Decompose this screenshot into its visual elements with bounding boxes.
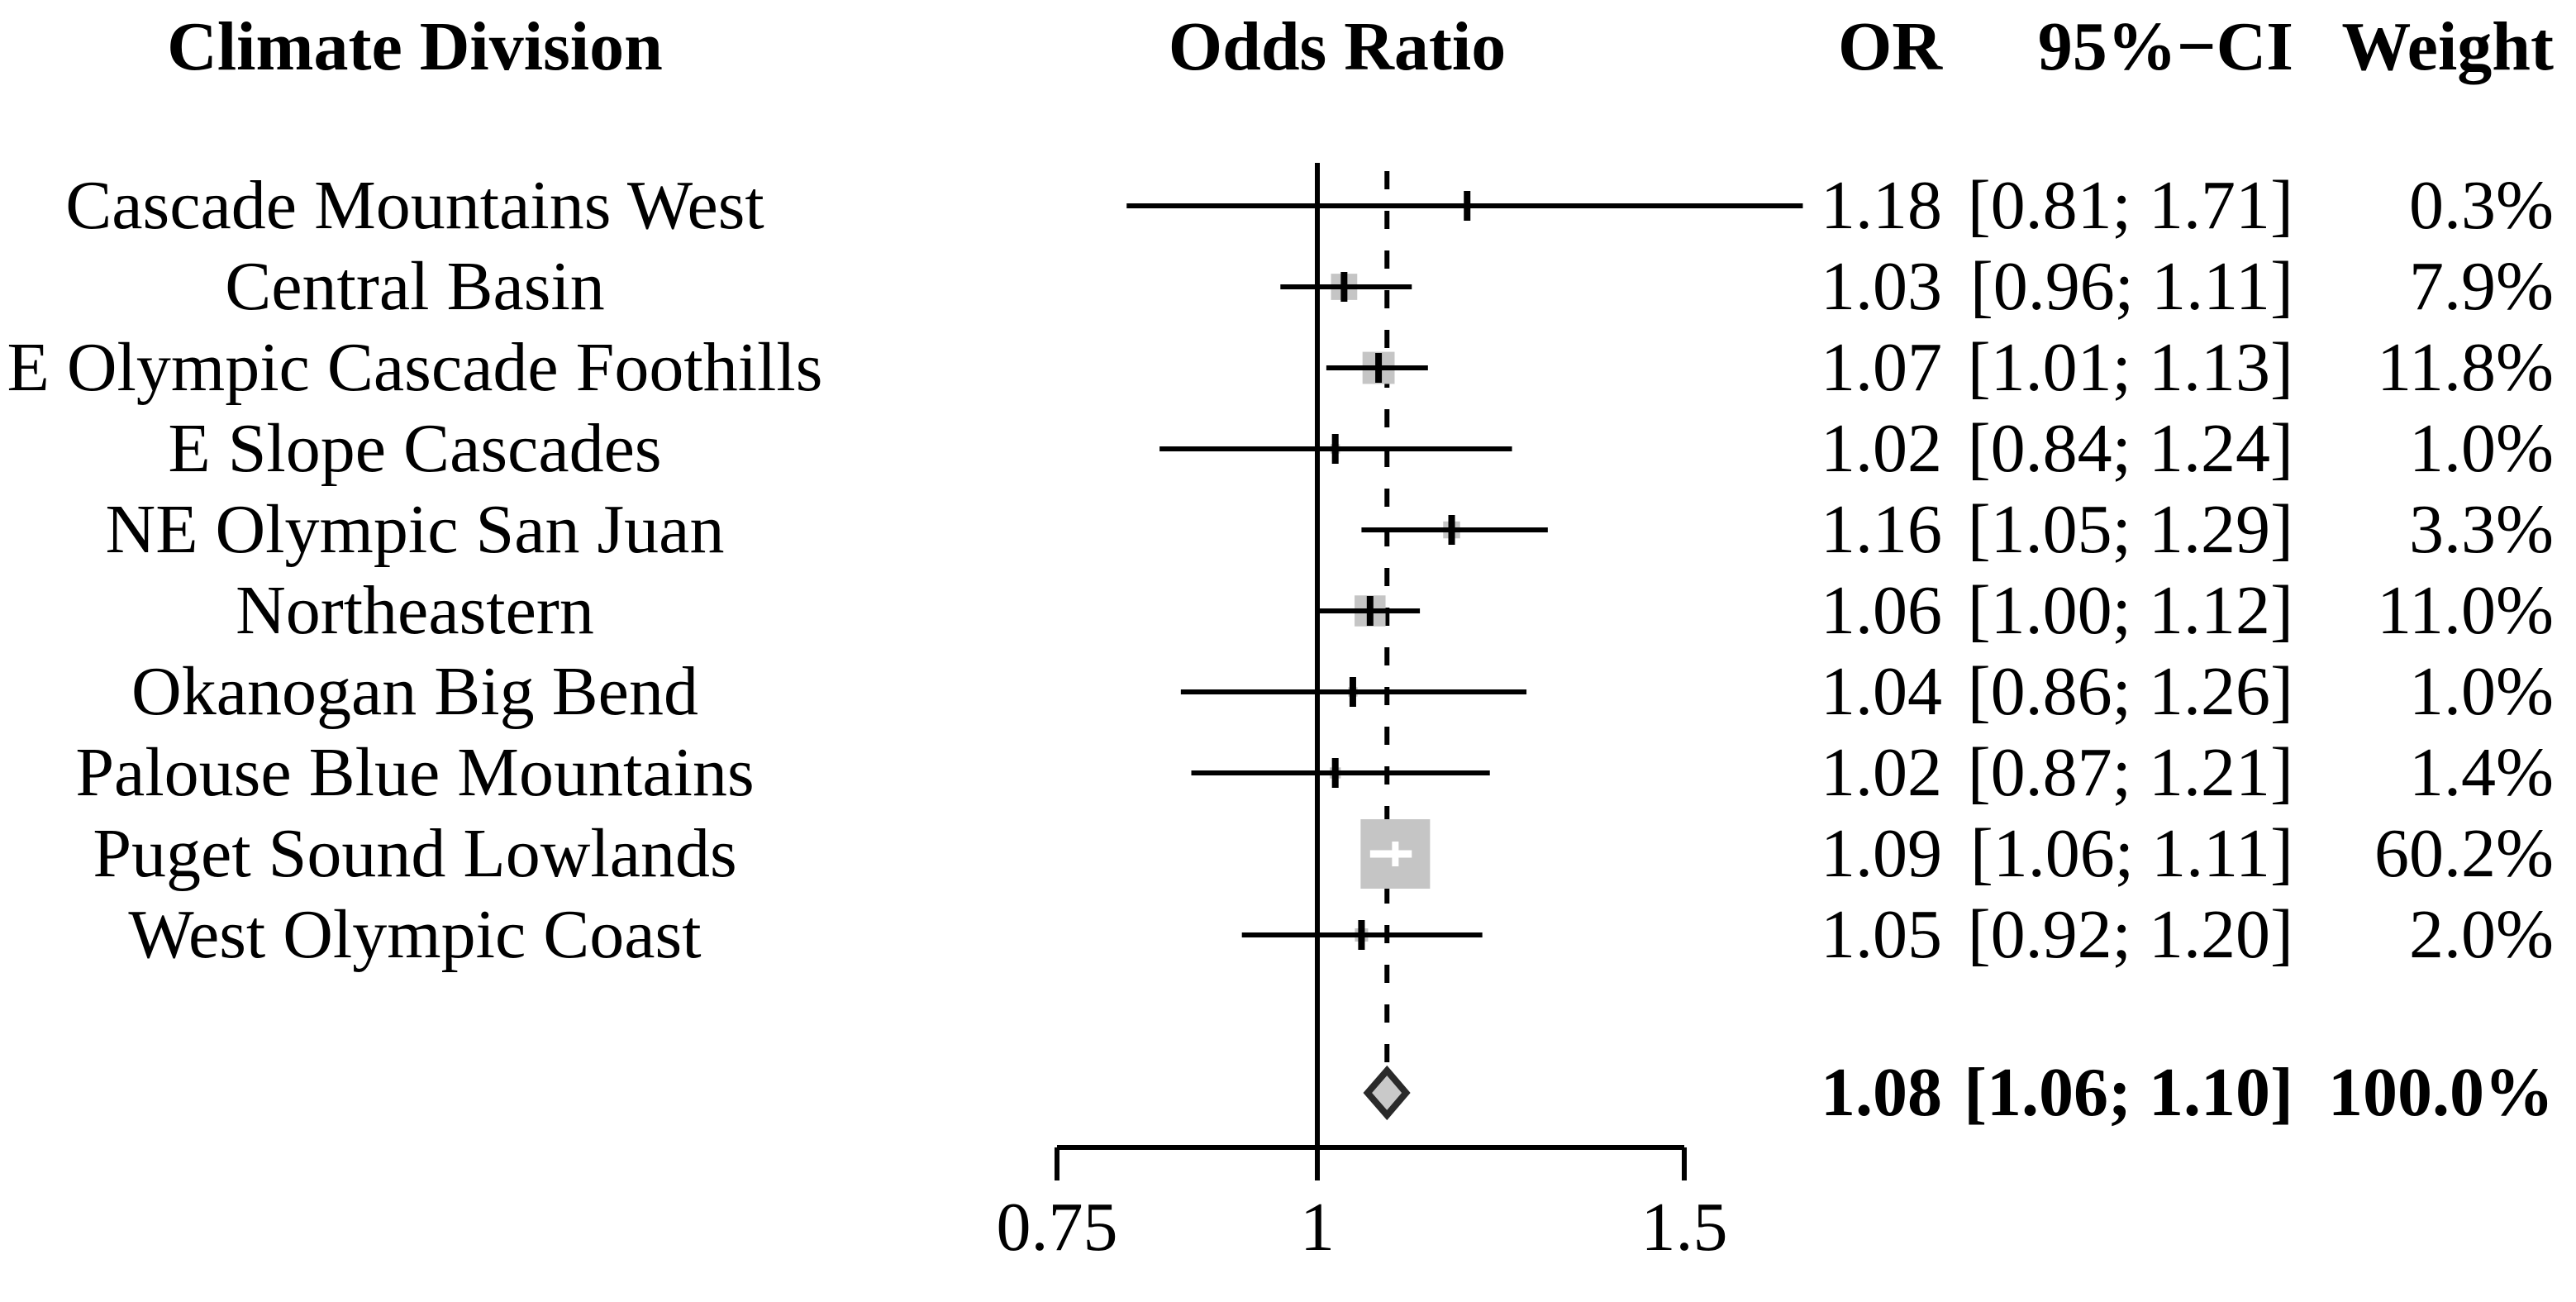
ci-value: [0.86; 1.26] <box>1967 653 2293 730</box>
study-label: Central Basin <box>225 248 605 325</box>
ci-value: [1.01; 1.13] <box>1967 329 2293 406</box>
weight-value: 1.0% <box>2409 653 2554 730</box>
weight-value: 1.4% <box>2409 734 2554 811</box>
ci-value: [0.81; 1.71] <box>1967 167 2293 244</box>
weight-value: 1.0% <box>2409 410 2554 487</box>
weight-value: 11.8% <box>2377 329 2554 406</box>
x-axis-tick-label: 0.75 <box>996 1189 1117 1266</box>
weight-value: 11.0% <box>2377 572 2554 649</box>
x-axis-tick-label: 1.5 <box>1640 1189 1727 1266</box>
study-label: Puget Sound Lowlands <box>93 815 737 892</box>
column-header-weight: Weight <box>2341 8 2554 85</box>
study-label: Cascade Mountains West <box>65 167 764 244</box>
ci-value: [0.87; 1.21] <box>1967 734 2293 811</box>
study-label: NE Olympic San Juan <box>105 491 725 568</box>
ci-value: [1.06; 1.11] <box>1969 815 2293 892</box>
or-value: 1.09 <box>1821 815 1942 892</box>
study-label: Okanogan Big Bend <box>131 653 698 730</box>
study-label: Northeastern <box>236 572 594 649</box>
summary-diamond <box>1363 1065 1411 1121</box>
weight-value: 0.3% <box>2409 167 2554 244</box>
column-header-or: OR <box>1838 8 1942 85</box>
summary-ci-value: [1.06; 1.10] <box>1964 1054 2293 1131</box>
or-value: 1.07 <box>1821 329 1942 406</box>
weight-value: 60.2% <box>2374 815 2554 892</box>
column-header-climate-division: Climate Division <box>167 8 663 85</box>
summary-or-value: 1.08 <box>1821 1054 1942 1131</box>
study-label: E Olympic Cascade Foothills <box>7 329 823 406</box>
study-label: Palouse Blue Mountains <box>75 734 755 811</box>
column-header-ci: 95%−CI <box>2037 8 2293 85</box>
ci-value: [1.05; 1.29] <box>1967 491 2293 568</box>
ci-value: [0.92; 1.20] <box>1967 896 2293 973</box>
weight-value: 3.3% <box>2409 491 2554 568</box>
or-value: 1.02 <box>1821 734 1942 811</box>
summary-weight-value: 100.0% <box>2328 1054 2554 1131</box>
ci-value: [1.00; 1.12] <box>1967 572 2293 649</box>
study-label: West Olympic Coast <box>128 896 702 973</box>
column-header-odds-ratio: Odds Ratio <box>1168 8 1507 85</box>
weight-value: 2.0% <box>2409 896 2554 973</box>
x-axis-tick-label: 1 <box>1300 1189 1335 1266</box>
or-value: 1.05 <box>1821 896 1942 973</box>
or-value: 1.04 <box>1821 653 1942 730</box>
or-value: 1.16 <box>1821 491 1942 568</box>
weight-value: 7.9% <box>2409 248 2554 325</box>
ci-value: [0.84; 1.24] <box>1967 410 2293 487</box>
or-value: 1.03 <box>1821 248 1942 325</box>
ci-value: [0.96; 1.11] <box>1969 248 2293 325</box>
or-value: 1.06 <box>1821 572 1942 649</box>
or-value: 1.02 <box>1821 410 1942 487</box>
study-label: E Slope Cascades <box>168 410 662 487</box>
or-value: 1.18 <box>1821 167 1942 244</box>
